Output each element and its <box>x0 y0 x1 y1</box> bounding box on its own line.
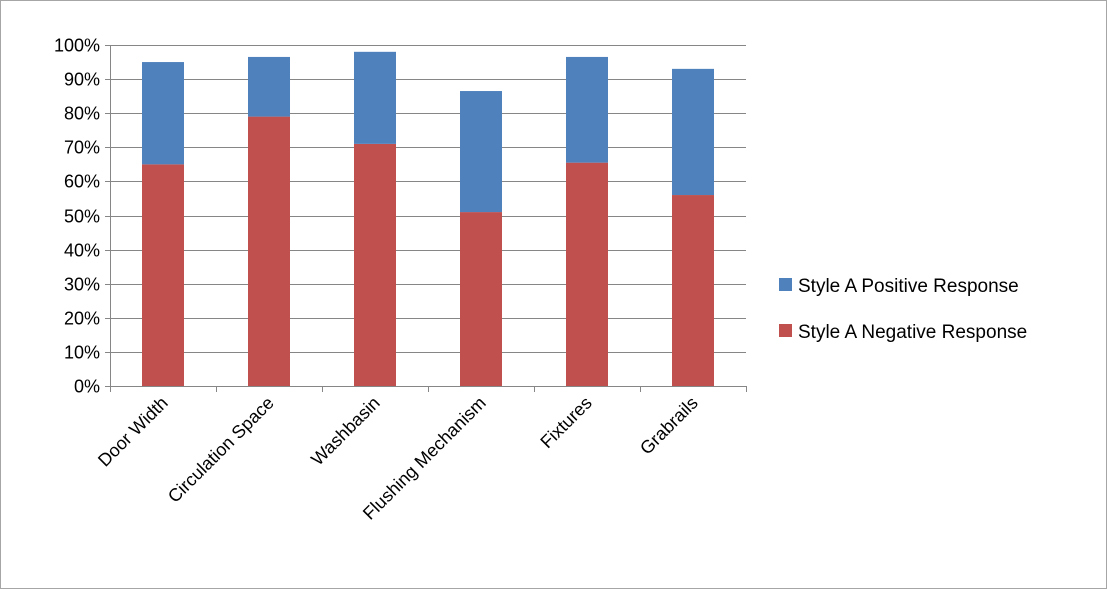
bar-negative <box>142 164 184 386</box>
y-tick-label: 30% <box>64 275 100 295</box>
legend-swatch-positive <box>779 278 792 291</box>
x-tick-label: Washbasin <box>307 393 384 470</box>
y-tick-label: 10% <box>64 343 100 363</box>
y-tick-label: 90% <box>64 70 100 90</box>
bars <box>142 51 714 387</box>
bar-negative <box>248 116 290 387</box>
y-tick-label: 40% <box>64 241 100 261</box>
y-tick-label: 50% <box>64 207 100 227</box>
y-tick-label: 60% <box>64 172 100 192</box>
x-tick-label: Grabrails <box>636 393 702 459</box>
gridlines <box>110 45 746 353</box>
bar-negative <box>460 212 502 386</box>
y-tick-labels: 0% 10% 20% 30% 40% 50% 60% 70% 80% 90% 100% <box>54 36 100 397</box>
x-tick-label: Circulation Space <box>164 393 278 507</box>
bar-positive <box>248 56 290 117</box>
y-tick-label: 80% <box>64 104 100 124</box>
bar-positive <box>142 62 184 165</box>
legend-label-negative: Style A Negative Response <box>798 322 1027 343</box>
bar-negative <box>354 143 396 386</box>
legend: Style A Positive Response Style A Negati… <box>779 276 1027 343</box>
bar-negative <box>672 195 714 386</box>
axes <box>105 45 747 392</box>
x-tick-label: Fixtures <box>536 393 595 452</box>
x-tick-label: Door Width <box>94 393 172 471</box>
x-tick-label: Flushing Mechanism <box>359 393 490 524</box>
bar-positive <box>672 68 714 196</box>
bar-positive <box>354 51 396 144</box>
y-tick-label: 20% <box>64 309 100 329</box>
y-tick-label: 0% <box>74 377 100 397</box>
legend-label-positive: Style A Positive Response <box>798 276 1019 297</box>
bar-negative <box>566 162 608 386</box>
bar-positive <box>566 56 608 163</box>
y-tick-label: 100% <box>54 36 100 56</box>
y-tick-label: 70% <box>64 138 100 158</box>
bar-positive <box>460 91 502 213</box>
legend-swatch-negative <box>779 324 792 337</box>
